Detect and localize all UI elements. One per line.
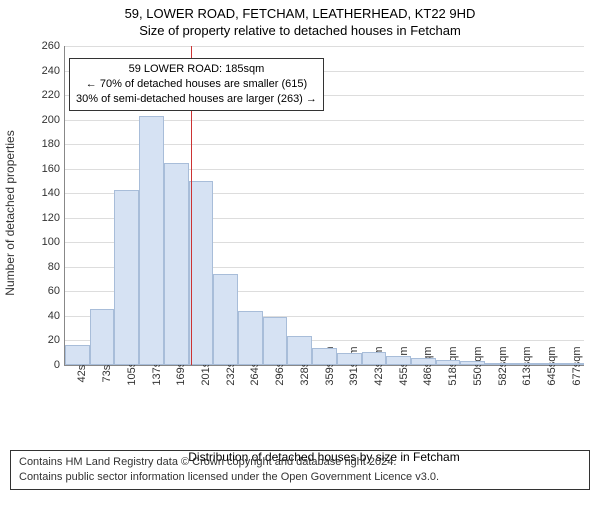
- x-tick-label: 550sqm: [472, 336, 484, 396]
- histogram-bar: [287, 336, 312, 365]
- histogram-bar: [263, 317, 288, 365]
- histogram-bar: [65, 345, 90, 365]
- page-title-line2: Size of property relative to detached ho…: [0, 23, 600, 38]
- histogram-bar: [312, 348, 337, 365]
- histogram-bar: [436, 360, 461, 365]
- y-axis-label: Number of detached properties: [3, 130, 17, 295]
- x-tick-label: 677sqm: [571, 336, 583, 396]
- y-tick-label: 100: [30, 236, 60, 248]
- histogram-bar: [510, 363, 535, 365]
- y-tick-label: 120: [30, 212, 60, 224]
- y-tick-label: 260: [30, 40, 60, 52]
- histogram-bar: [535, 363, 560, 365]
- x-tick-label: 486sqm: [422, 336, 434, 396]
- footer-line1: Contains HM Land Registry data © Crown c…: [19, 455, 581, 470]
- y-tick-label: 60: [30, 285, 60, 297]
- histogram-bar: [559, 363, 584, 365]
- footer-attribution: Contains HM Land Registry data © Crown c…: [10, 450, 590, 490]
- histogram-bar: [164, 163, 189, 365]
- gridline: [65, 46, 584, 47]
- x-tick-label: 518sqm: [447, 336, 459, 396]
- y-tick-label: 240: [30, 65, 60, 77]
- histogram-bar: [386, 356, 411, 365]
- histogram-bar: [213, 274, 238, 365]
- histogram-bar: [337, 353, 362, 365]
- page-title-line1: 59, LOWER ROAD, FETCHAM, LEATHERHEAD, KT…: [0, 6, 600, 21]
- x-tick-label: 423sqm: [373, 336, 385, 396]
- histogram-bar: [238, 311, 263, 365]
- annotation-line: 59 LOWER ROAD: 185sqm: [76, 62, 317, 77]
- chart-container: Number of detached properties 59 LOWER R…: [0, 38, 600, 408]
- y-tick-label: 140: [30, 187, 60, 199]
- y-tick-label: 220: [30, 89, 60, 101]
- x-tick-label: 645sqm: [546, 336, 558, 396]
- histogram-bar: [485, 363, 510, 365]
- x-tick-label: 455sqm: [398, 336, 410, 396]
- histogram-bar: [362, 352, 387, 365]
- histogram-bar: [114, 190, 139, 365]
- annotation-box: 59 LOWER ROAD: 185sqm← 70% of detached h…: [69, 58, 324, 111]
- histogram-bar: [90, 309, 115, 365]
- y-tick-label: 40: [30, 310, 60, 322]
- y-tick-label: 200: [30, 114, 60, 126]
- histogram-bar: [139, 116, 164, 365]
- x-tick-label: 391sqm: [348, 336, 360, 396]
- y-tick-label: 20: [30, 334, 60, 346]
- y-tick-label: 80: [30, 261, 60, 273]
- footer-line2: Contains public sector information licen…: [19, 470, 581, 485]
- y-tick-label: 160: [30, 163, 60, 175]
- annotation-line: 30% of semi-detached houses are larger (…: [76, 92, 317, 107]
- annotation-line: ← 70% of detached houses are smaller (61…: [76, 77, 317, 92]
- y-tick-label: 0: [30, 359, 60, 371]
- x-tick-label: 582sqm: [497, 336, 509, 396]
- y-tick-label: 180: [30, 138, 60, 150]
- x-tick-label: 359sqm: [324, 336, 336, 396]
- histogram-bar: [460, 361, 485, 365]
- histogram-bar: [411, 358, 436, 365]
- x-tick-label: 613sqm: [521, 336, 533, 396]
- plot-area: 59 LOWER ROAD: 185sqm← 70% of detached h…: [64, 46, 584, 366]
